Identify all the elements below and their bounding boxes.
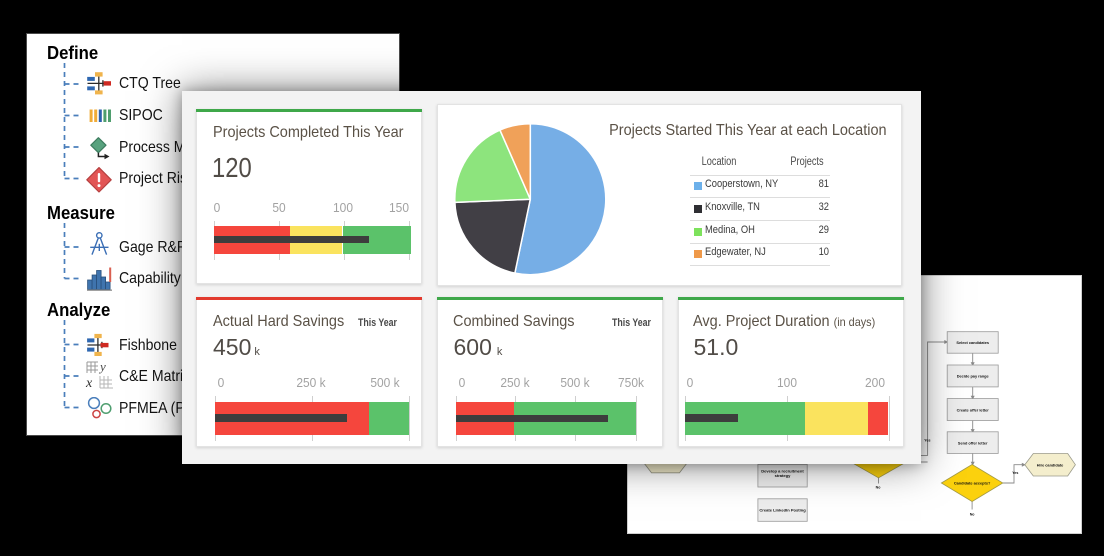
svg-text:strategy: strategy bbox=[775, 473, 791, 478]
svg-text:y: y bbox=[98, 359, 106, 374]
svg-text:Hire candidate: Hire candidate bbox=[1037, 462, 1064, 467]
svg-text:Candidate accepts?: Candidate accepts? bbox=[954, 481, 991, 486]
svg-text:x: x bbox=[85, 376, 93, 391]
svg-text:Develop a recruitment: Develop a recruitment bbox=[761, 469, 804, 474]
svg-text:Select candidates: Select candidates bbox=[956, 340, 989, 345]
svg-text:Yes: Yes bbox=[924, 439, 930, 443]
svg-text:Yes: Yes bbox=[1012, 471, 1018, 475]
svg-text:Create LinkedIn Posting: Create LinkedIn Posting bbox=[759, 508, 806, 513]
svg-text:No: No bbox=[876, 486, 882, 490]
svg-text:Decide pay range: Decide pay range bbox=[957, 374, 990, 379]
svg-text:Create offer letter: Create offer letter bbox=[957, 407, 990, 412]
svg-text:No: No bbox=[970, 513, 976, 517]
svg-text:Send offer letter: Send offer letter bbox=[958, 440, 988, 445]
